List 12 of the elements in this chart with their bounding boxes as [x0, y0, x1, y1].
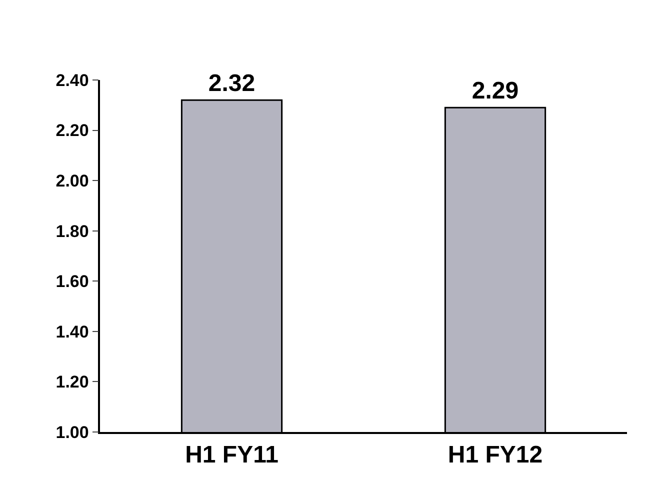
y-tick-label: 1.40: [56, 322, 89, 342]
y-tick-label: 1.80: [56, 222, 89, 241]
data-label: 2.29: [472, 78, 519, 105]
y-tick-label: 2.40: [56, 70, 89, 90]
x-tick-label: H1 FY11: [185, 442, 278, 469]
y-tick-label: 1.20: [56, 372, 89, 392]
data-label: 2.32: [208, 70, 256, 98]
y-tick-label: 1.60: [56, 272, 89, 292]
y-tick-label: 2.20: [56, 121, 89, 140]
x-tick-label: H1 FY12: [448, 442, 543, 469]
y-tick-label: 2.00: [56, 172, 89, 191]
y-tick-label: 1.00: [56, 422, 89, 442]
